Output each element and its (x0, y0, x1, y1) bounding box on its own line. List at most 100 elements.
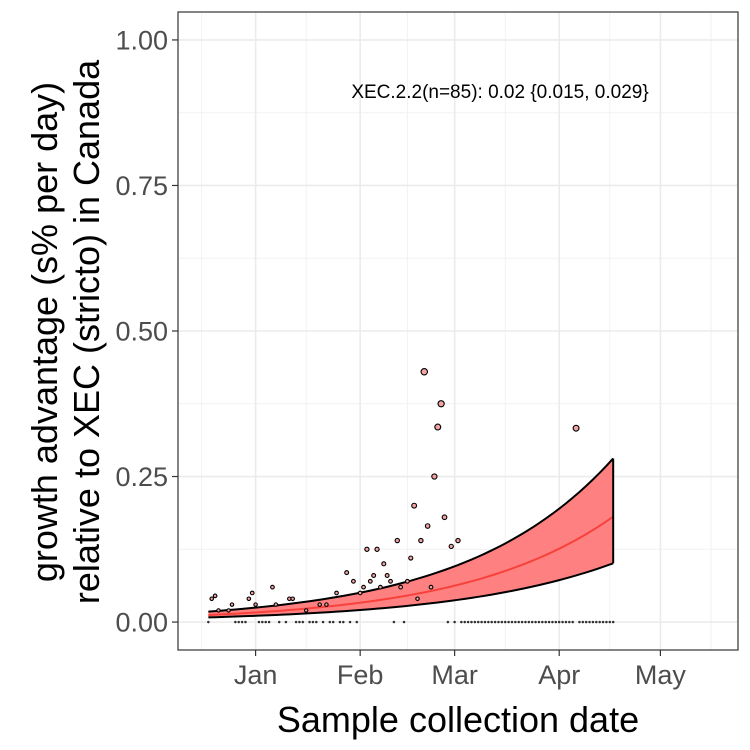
y-tick-label: 0.50 (115, 317, 168, 347)
data-point (404, 578, 410, 584)
data-point (507, 620, 510, 624)
data-point (581, 620, 585, 624)
data-point (544, 620, 547, 624)
data-point (364, 546, 370, 552)
data-point (298, 620, 301, 624)
data-point (348, 620, 352, 624)
data-point (591, 620, 595, 624)
data-point (311, 620, 315, 624)
data-point (598, 620, 601, 624)
data-point (428, 584, 434, 590)
data-point (216, 608, 221, 613)
data-point (611, 620, 615, 624)
data-point (595, 620, 598, 624)
x-axis-ticks: Jan Feb Mar Apr May (234, 650, 687, 690)
data-point (234, 620, 237, 624)
data-point (290, 596, 296, 602)
data-point (301, 620, 305, 624)
data-point (284, 620, 288, 624)
data-point (601, 620, 605, 624)
data-point (520, 620, 524, 624)
confidence-ribbon (208, 458, 614, 618)
data-point (212, 593, 218, 599)
data-point (277, 620, 281, 624)
data-point (361, 584, 366, 590)
data-point (415, 596, 420, 602)
data-point (534, 620, 537, 624)
data-point (448, 543, 454, 550)
data-point (261, 620, 264, 624)
data-point (308, 620, 311, 624)
data-point (240, 620, 244, 624)
ci-lower-line (208, 562, 614, 619)
major-gridlines (178, 12, 738, 650)
data-point (420, 367, 429, 376)
data-point (303, 608, 309, 613)
fit-line (208, 515, 614, 617)
data-point (470, 620, 473, 624)
data-point (480, 620, 483, 624)
data-point (466, 620, 470, 624)
data-point (446, 620, 450, 624)
data-point (437, 400, 445, 408)
data-point (273, 602, 279, 607)
x-axis-title: Sample collection date (277, 699, 639, 740)
data-point (568, 620, 571, 624)
data-point (324, 602, 329, 607)
y-axis-title-line2: relative to XEC (stricto) in Canada (66, 59, 107, 604)
data-point (350, 578, 356, 584)
data-point (571, 620, 574, 624)
data-point (270, 584, 275, 590)
data-point (605, 620, 608, 624)
data-point (264, 620, 267, 624)
data-point (371, 573, 377, 578)
data-point (374, 546, 380, 552)
data-point (394, 537, 400, 544)
data-point (315, 620, 318, 624)
data-point (338, 620, 342, 624)
data-point (342, 620, 345, 624)
data-point (244, 620, 247, 624)
data-point (584, 620, 588, 624)
data-point (229, 602, 235, 607)
data-point (378, 584, 383, 590)
y-tick-label: 1.00 (115, 25, 168, 55)
x-tick-label: May (635, 660, 687, 690)
data-point (557, 620, 561, 624)
data-point (367, 578, 373, 584)
data-point (226, 608, 231, 613)
data-point (246, 596, 252, 602)
data-point (572, 424, 580, 432)
data-point (237, 620, 240, 624)
data-point (530, 620, 534, 624)
y-axis-ticks: 0.00 0.25 0.50 0.75 1.00 (115, 25, 178, 638)
data-point (384, 573, 390, 578)
data-point (578, 620, 581, 624)
data-point (388, 578, 393, 584)
data-point (608, 620, 612, 624)
data-point (209, 596, 215, 602)
data-point (524, 620, 527, 624)
data-point (588, 620, 591, 624)
data-point (317, 602, 322, 607)
data-point (424, 523, 431, 529)
data-point (554, 620, 558, 624)
data-point (453, 620, 456, 624)
data-point (441, 514, 448, 521)
data-point (418, 537, 424, 544)
data-point (344, 570, 350, 576)
data-point (381, 561, 387, 567)
data-point (551, 620, 554, 624)
data-point (497, 620, 500, 624)
x-tick-label: Jan (234, 660, 278, 690)
x-tick-label: Mar (431, 660, 478, 690)
data-point (431, 473, 438, 480)
data-point (490, 620, 493, 624)
data-point (473, 620, 477, 624)
data-point (355, 620, 359, 624)
data-point (547, 620, 551, 624)
data-point (402, 620, 406, 624)
data-point (398, 584, 404, 590)
model-estimate-annotation: XEC.2.2(n=85): 0.02 {0.015, 0.029} (351, 82, 648, 103)
